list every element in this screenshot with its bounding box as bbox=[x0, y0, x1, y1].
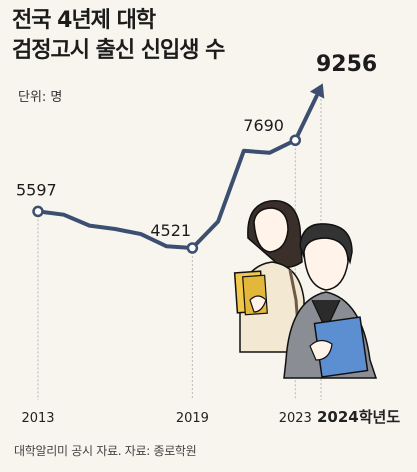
x-tick-label: 2013 bbox=[21, 411, 54, 426]
chart-title: 전국 4년제 대학 검정고시 출신 신입생 수 bbox=[12, 6, 225, 66]
data-point-marker bbox=[186, 242, 199, 254]
chart-title-line-1: 전국 4년제 대학 bbox=[12, 8, 156, 33]
arrow-head bbox=[309, 83, 325, 99]
data-point-label: 5597 bbox=[16, 180, 57, 199]
x-axis-tick-labels: 2013 2019 2023 2024학년도 bbox=[21, 408, 400, 426]
data-point-label: 9256 bbox=[316, 52, 377, 77]
data-point-labels: 5597 4521 7690 9256 bbox=[16, 52, 377, 240]
x-tick-label: 2024학년도 bbox=[317, 408, 400, 426]
data-point-label: 4521 bbox=[150, 221, 191, 240]
data-point-marker bbox=[289, 134, 302, 146]
data-point-label: 7690 bbox=[243, 116, 284, 135]
data-point-marker bbox=[32, 205, 44, 218]
students-illustration bbox=[233, 200, 378, 379]
x-tick-label: 2023 bbox=[279, 411, 312, 426]
unit-label: 단위: 명 bbox=[18, 90, 63, 105]
data-points bbox=[32, 134, 302, 254]
source-note: 대학알리미 공시 자료. 자료: 종로학원 bbox=[14, 444, 197, 458]
series-line bbox=[36, 94, 319, 250]
x-tick-label: 2019 bbox=[176, 411, 209, 426]
student-boy-illustration bbox=[283, 223, 378, 379]
chart-title-line-2: 검정고시 출신 신입생 수 bbox=[12, 38, 225, 63]
student-girl-illustration bbox=[233, 200, 305, 353]
